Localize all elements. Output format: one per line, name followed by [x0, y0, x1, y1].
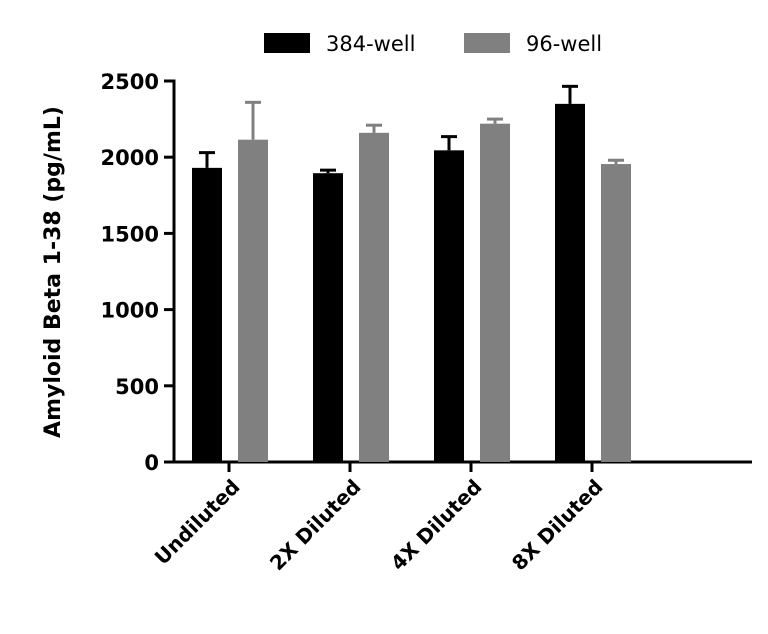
x-tick-label: 8X Diluted: [507, 475, 608, 576]
y-tick-label: 500: [115, 375, 159, 399]
legend-label: 384-well: [326, 32, 415, 56]
y-tick-label: 1000: [101, 299, 159, 323]
legend-label: 96-well: [526, 32, 602, 56]
x-tick-label: Undiluted: [150, 475, 245, 570]
bar: [480, 123, 510, 462]
y-axis-label: Amyloid Beta 1-38 (pg/mL): [41, 106, 66, 438]
legend: 384-well 96-well: [264, 32, 602, 56]
x-tick-label: 4X Diluted: [386, 475, 487, 576]
bar: [434, 150, 464, 463]
y-tick-label: 2000: [101, 146, 159, 170]
legend-swatch: [264, 33, 310, 53]
y-tick-label: 1500: [101, 222, 159, 246]
bar: [192, 167, 222, 463]
bar: [238, 139, 268, 462]
bar: [313, 173, 343, 462]
x-tick-label: 2X Diluted: [265, 475, 366, 576]
y-tick-label: 2500: [101, 70, 159, 94]
bar: [359, 132, 389, 463]
bar: [555, 103, 585, 463]
bars: [192, 84, 631, 463]
bar: [601, 164, 631, 463]
y-tick-label: 0: [144, 451, 159, 475]
legend-swatch: [464, 33, 510, 53]
